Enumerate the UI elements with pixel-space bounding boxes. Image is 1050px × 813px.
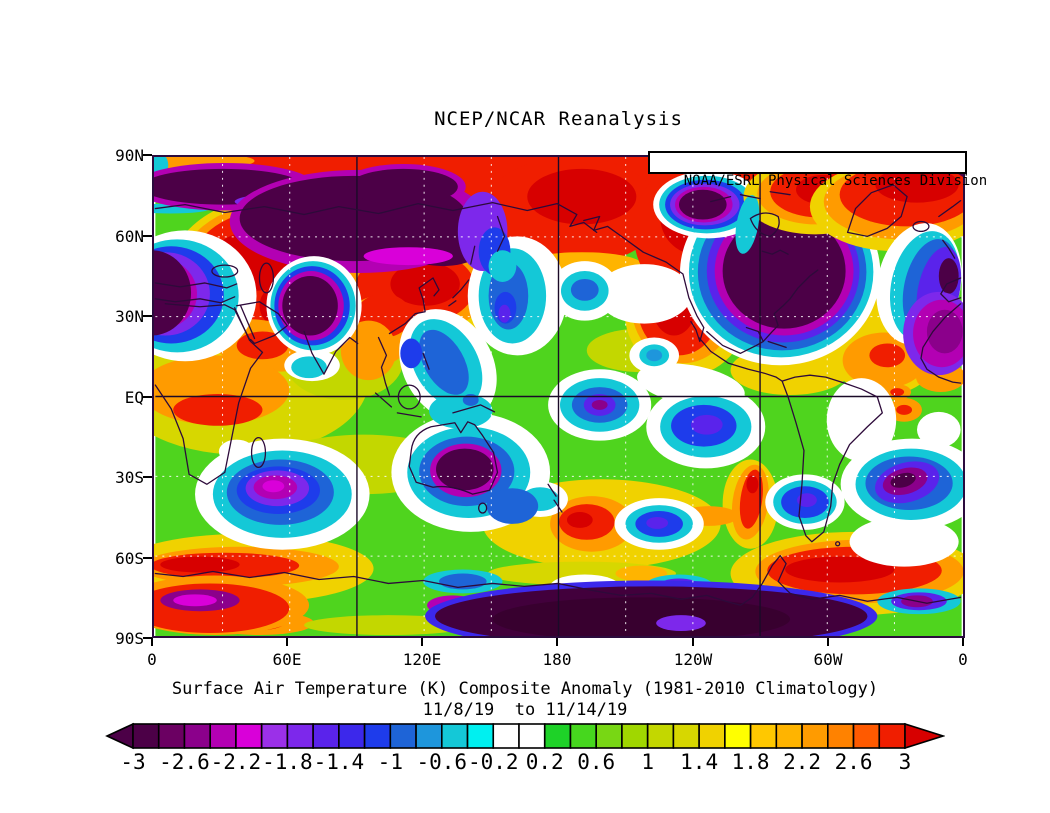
colorbar-cell <box>569 723 598 749</box>
lat-tick-label: 30N <box>115 307 144 326</box>
colorbar-cell <box>749 723 778 749</box>
lon-tick-label: 180 <box>542 650 572 669</box>
map-frame <box>152 155 965 638</box>
lat-tick-label: 30S <box>115 468 144 487</box>
colorbar-cell <box>312 723 340 749</box>
colorbar-tick-label: 1.4 <box>680 750 719 774</box>
lat-tick-mark <box>143 476 152 478</box>
lon-tick-label: 0 <box>147 650 157 669</box>
colorbar-cell <box>492 723 520 749</box>
colorbar-tick-label: 2.2 <box>783 750 822 774</box>
colorbar-left-arrow <box>105 722 134 750</box>
lon-tick-label: 60E <box>272 650 302 669</box>
colorbar-cell <box>852 723 881 749</box>
colorbar-cell <box>518 723 546 749</box>
colorbar-tick-label: -2.6 <box>159 750 210 774</box>
colorbar-tick-label: -1.4 <box>313 750 365 774</box>
colorbar-cell <box>415 723 443 749</box>
lat-tick-mark <box>143 637 152 639</box>
colorbar-cell <box>595 723 623 749</box>
lon-tick-mark <box>827 638 829 646</box>
colorbar-tick-label: -1.8 <box>262 750 313 774</box>
lat-tick-label: 60N <box>115 227 144 246</box>
colorbar-tick-label: 1 <box>641 750 654 774</box>
colorbar-tick-label: -1 <box>377 750 403 774</box>
colorbar-tick-label: -2.2 <box>210 750 262 774</box>
colorbar-cell <box>698 723 726 749</box>
colorbar-svg <box>105 722 946 750</box>
lat-tick-mark <box>143 557 152 559</box>
lon-tick-mark <box>151 638 153 646</box>
lon-tick-mark <box>692 638 694 646</box>
lat-tick-mark <box>143 154 152 156</box>
lat-tick-mark <box>143 235 152 237</box>
colorbar-tick-label: 0.6 <box>577 750 616 774</box>
colorbar-cell <box>132 723 160 749</box>
caption-line2: 11/8/19 to 11/14/19 <box>422 700 628 720</box>
anomaly-map <box>154 157 963 636</box>
plot-title: NCEP/NCAR Reanalysis <box>434 108 683 130</box>
colorbar-cell <box>235 723 263 749</box>
colorbar-cell <box>157 723 186 749</box>
colorbar-cell <box>363 723 392 749</box>
colorbar-cell <box>440 723 469 749</box>
colorbar-cell <box>338 723 366 749</box>
graticule <box>155 157 962 636</box>
colorbar-tick-label: 0.2 <box>525 750 564 774</box>
lon-tick-mark <box>286 638 288 646</box>
lon-tick-label: 120E <box>402 650 442 669</box>
colorbar-cell <box>878 723 906 749</box>
colorbar-cell <box>543 723 572 749</box>
attribution-text: NOAA/ESRL Physical Sciences Division <box>683 173 988 189</box>
lat-tick-label: 90S <box>115 629 144 648</box>
colorbar-tick-label: -3 <box>120 750 146 774</box>
colorbar-cell <box>801 723 829 749</box>
coastlines <box>154 184 962 606</box>
colorbar-tick-label: -0.6 <box>416 750 468 774</box>
colorbar <box>105 722 946 750</box>
lon-tick-mark <box>962 638 964 646</box>
colorbar-cell <box>286 723 314 749</box>
colorbar-cell <box>621 723 649 749</box>
caption-line1: Surface Air Temperature (K) Composite An… <box>171 679 879 699</box>
colorbar-cell <box>775 723 803 749</box>
colorbar-cell <box>389 723 417 749</box>
colorbar-cell <box>466 723 495 749</box>
lon-tick-label: 0 <box>958 650 968 669</box>
lon-tick-mark <box>421 638 423 646</box>
colorbar-cell <box>646 723 675 749</box>
lat-tick-mark <box>143 396 152 398</box>
colorbar-tick-label: -0.2 <box>467 750 519 774</box>
colorbar-cell <box>209 723 237 749</box>
colorbar-tick-label: 1.8 <box>731 750 770 774</box>
attribution-box: NOAA/ESRL Physical Sciences Division <box>648 151 987 189</box>
lon-tick-label: 60W <box>813 650 843 669</box>
colorbar-cell <box>724 723 752 749</box>
colorbar-cell <box>260 723 289 749</box>
lat-tick-label: 60S <box>115 549 144 568</box>
lat-tick-mark <box>143 315 152 317</box>
anomaly-field <box>154 157 963 636</box>
colorbar-tick-label: 3 <box>898 750 912 774</box>
colorbar-cell <box>183 723 212 749</box>
colorbar-tick-label: 2.6 <box>834 750 873 774</box>
colorbar-cell <box>672 723 700 749</box>
lat-tick-label: 90N <box>115 146 144 165</box>
lon-tick-label: 120W <box>673 650 713 669</box>
colorbar-cell <box>826 723 855 749</box>
colorbar-right-arrow <box>904 722 946 750</box>
lon-tick-mark <box>556 638 558 646</box>
lat-tick-label: EQ <box>124 388 144 407</box>
